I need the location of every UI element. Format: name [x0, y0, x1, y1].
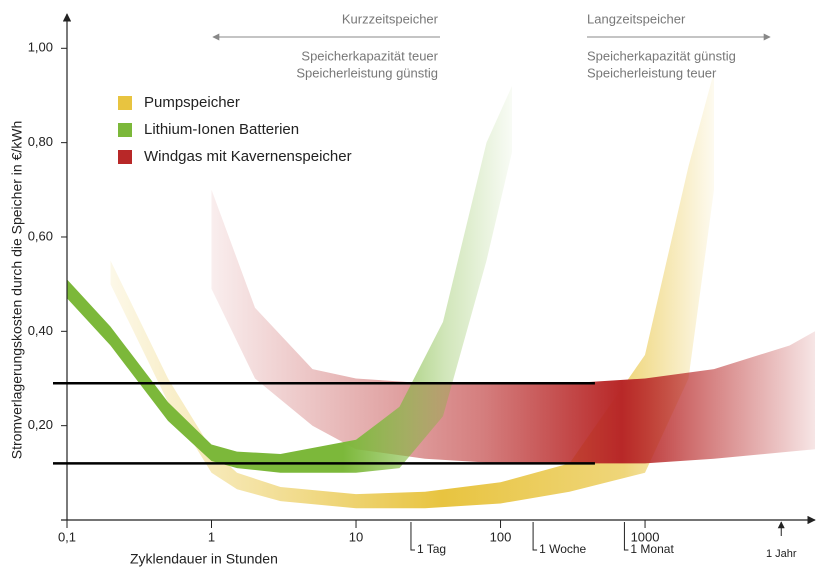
marker-tick — [532, 522, 538, 551]
x-tick-label: 1 — [208, 529, 215, 544]
annotation: Speicherleistung günstig — [296, 65, 438, 80]
annotation: Speicherleistung teuer — [587, 65, 717, 80]
foreground: 0,20 0,40 0,60 0,80 1,00 0,1 1 10 100 1000 1 Tag 1 … — [28, 13, 816, 560]
x-axis-label: Zyklendauer in Stunden — [130, 551, 278, 567]
x-tick-label: 1000 — [631, 529, 660, 544]
legend-swatch — [118, 123, 132, 137]
marker-label: 1 Monat — [630, 542, 674, 556]
y-tick-label: 0,60 — [28, 228, 53, 243]
legend-label: Lithium-Ionen Batterien — [144, 121, 299, 138]
annotation: Kurzzeitspeicher — [342, 11, 439, 26]
annotation: Langzeitspeicher — [587, 11, 686, 26]
marker-tick — [623, 522, 629, 551]
y-tick-label: 0,80 — [28, 134, 53, 149]
x-tick-label: 100 — [490, 529, 512, 544]
band — [211, 189, 815, 464]
y-tick-label: 1,00 — [28, 40, 53, 55]
x-tick-label: 0,1 — [58, 529, 76, 544]
bands — [67, 71, 815, 509]
marker-label: 1 Tag — [417, 542, 446, 556]
x-tick-label: 10 — [349, 529, 363, 544]
legend-swatch — [118, 150, 132, 164]
y-axis-label: Stromverlagerungskosten durch die Speich… — [9, 121, 25, 460]
legend-label: Windgas mit Kavernenspeicher — [144, 148, 352, 165]
legend-swatch — [118, 96, 132, 110]
y-tick-label: 0,20 — [28, 417, 53, 432]
marker-tick — [410, 522, 415, 551]
annotation: Speicherkapazität teuer — [301, 48, 438, 63]
legend-label: Pumpspeicher — [144, 94, 240, 111]
annotation: Speicherkapazität günstig — [587, 48, 736, 63]
marker-label: 1 Woche — [539, 542, 586, 556]
y-tick-label: 0,40 — [28, 323, 53, 338]
marker-label: 1 Jahr — [766, 548, 797, 560]
